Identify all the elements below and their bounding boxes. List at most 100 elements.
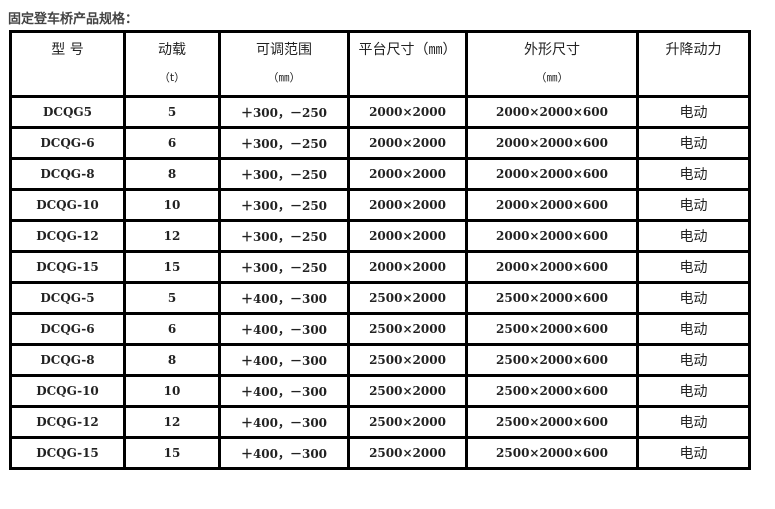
table-cell: ＋300，－250 [218,157,350,191]
column-header: 平台尺寸（㎜） [347,30,468,98]
table-cell: 6 [123,312,221,346]
table-row: DCQG-12 12 ＋300，－250 2000×2000 2000×2000×600… [9,219,751,253]
table-cell: DCQG-12 [9,219,126,253]
table-cell: 电动 [636,405,751,439]
table-cell: ＋300，－250 [218,250,350,284]
table-cell: DCQG-6 [9,312,126,346]
table-cell: ＋400，－300 [218,374,350,408]
table-cell: 2500×2000 [347,436,468,470]
spec-table: 型 号 动载 （t） 可调范围 （㎜） 平台尺寸（㎜） 外形尺寸 （㎜） 升降动力 DCQG5 5… [9,30,751,470]
column-header: 升降动力 [636,30,751,98]
table-cell: 电动 [636,219,751,253]
table-cell: 2000×2000 [347,95,468,129]
table-cell: DCQG-8 [9,343,126,377]
table-cell: 2500×2000×600 [465,436,639,470]
table-cell: 电动 [636,126,751,160]
table-cell: 电动 [636,95,751,129]
table-cell: 15 [123,250,221,284]
table-cell: ＋400，－300 [218,405,350,439]
table-row: DCQG-8 8 ＋400，－300 2500×2000 2500×2000×600 电动 [9,343,751,377]
table-cell: 电动 [636,343,751,377]
table-cell: DCQG-8 [9,157,126,191]
header-unit: （t） [158,71,186,84]
table-cell: DCQG-10 [9,188,126,222]
table-cell: 电动 [636,281,751,315]
table-cell: 5 [123,95,221,129]
table-cell: 电动 [636,250,751,284]
column-header: 可调范围 （㎜） [218,30,350,98]
table-row: DCQG-8 8 ＋300，－250 2000×2000 2000×2000×600 电动 [9,157,751,191]
table-cell: 2500×2000×600 [465,343,639,377]
table-cell: 电动 [636,157,751,191]
table-row: DCQG-10 10 ＋300，－250 2000×2000 2000×2000×600… [9,188,751,222]
table-cell: ＋400，－300 [218,343,350,377]
table-cell: 2500×2000 [347,405,468,439]
header-label: 外形尺寸 [524,42,580,58]
table-row: DCQG-6 6 ＋400，－300 2500×2000 2500×2000×600 电动 [9,312,751,346]
column-header: 动载 （t） [123,30,221,98]
table-cell: 10 [123,374,221,408]
column-header: 型 号 [9,30,126,98]
table-cell: 2500×2000×600 [465,281,639,315]
table-cell: ＋400，－300 [218,436,350,470]
table-cell: 2000×2000×600 [465,250,639,284]
table-cell: DCQG-10 [9,374,126,408]
header-row: 型 号 动载 （t） 可调范围 （㎜） 平台尺寸（㎜） 外形尺寸 （㎜） 升降动力 [9,30,751,98]
table-cell: 电动 [636,436,751,470]
column-header: 外形尺寸 （㎜） [465,30,639,98]
table-cell: 2500×2000 [347,343,468,377]
table-cell: ＋400，－300 [218,281,350,315]
table-cell: ＋300，－250 [218,95,350,129]
table-row: DCQG-5 5 ＋400，－300 2500×2000 2500×2000×600 电动 [9,281,751,315]
table-cell: 2500×2000 [347,312,468,346]
table-cell: 2000×2000 [347,157,468,191]
table-cell: 12 [123,219,221,253]
table-cell: DCQG-15 [9,250,126,284]
table-row: DCQG-12 12 ＋400，－300 2500×2000 2500×2000×600… [9,405,751,439]
table-cell: ＋300，－250 [218,188,350,222]
table-cell: 6 [123,126,221,160]
table-cell: 2000×2000 [347,126,468,160]
table-cell: 2500×2000×600 [465,374,639,408]
table-cell: ＋400，－300 [218,312,350,346]
table-cell: DCQG5 [9,95,126,129]
header-label: 可调范围 [256,42,312,58]
table-row: DCQG-10 10 ＋400，－300 2500×2000 2500×2000×600… [9,374,751,408]
table-cell: 2000×2000×600 [465,188,639,222]
table-cell: 8 [123,343,221,377]
header-unit: （㎜） [267,71,301,84]
table-cell: 8 [123,157,221,191]
table-cell: ＋300，－250 [218,126,350,160]
table-cell: DCQG-5 [9,281,126,315]
table-cell: 2000×2000×600 [465,126,639,160]
table-cell: 2000×2000 [347,219,468,253]
table-row: DCQG-15 15 ＋300，－250 2000×2000 2000×2000×600… [9,250,751,284]
table-row: DCQG5 5 ＋300，－250 2000×2000 2000×2000×600 电动 [9,95,751,129]
table-row: DCQG-6 6 ＋300，－250 2000×2000 2000×2000×600 电动 [9,126,751,160]
table-cell: 2000×2000 [347,250,468,284]
table-cell: 2500×2000×600 [465,312,639,346]
section-title: 固定登车桥产品规格： [8,12,139,27]
table-cell: ＋300，－250 [218,219,350,253]
header-label: 平台尺寸（㎜） [358,42,457,58]
header-label: 升降动力 [665,42,722,58]
table-cell: 12 [123,405,221,439]
table-cell: 2000×2000 [347,188,468,222]
table-row: DCQG-15 15 ＋400，－300 2500×2000 2500×2000×600… [9,436,751,470]
table-cell: 电动 [636,312,751,346]
table-cell: 2500×2000×600 [465,405,639,439]
table-cell: 电动 [636,374,751,408]
table-cell: 10 [123,188,221,222]
header-label: 型 号 [51,42,84,58]
table-cell: 2000×2000×600 [465,95,639,129]
table-cell: 15 [123,436,221,470]
table-cell: 2500×2000 [347,281,468,315]
table-cell: 2500×2000 [347,374,468,408]
table-cell: 2000×2000×600 [465,219,639,253]
header-label: 动载 [158,42,186,58]
table-cell: DCQG-12 [9,405,126,439]
header-unit: （㎜） [535,71,569,84]
table-cell: 2000×2000×600 [465,157,639,191]
table-cell: 电动 [636,188,751,222]
table-cell: DCQG-15 [9,436,126,470]
